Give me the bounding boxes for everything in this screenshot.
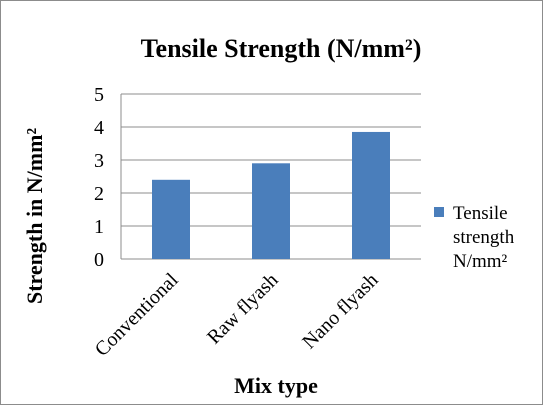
y-tick-label: 1 xyxy=(94,216,104,238)
y-tick-label: 2 xyxy=(94,183,104,205)
bar-raw-flyash xyxy=(252,163,290,259)
bars xyxy=(152,132,390,259)
legend-label-line: Tensile xyxy=(453,203,508,224)
y-axis-ticks: 0 1 2 3 4 5 xyxy=(94,84,104,271)
bar-nano-flyash xyxy=(352,132,390,259)
y-axis-title: Strength in N/mm² xyxy=(22,128,47,304)
legend-label: Tensile strength N/mm² xyxy=(453,203,515,272)
x-tick-label: Nano flyash xyxy=(298,269,382,353)
bar-conventional xyxy=(152,180,190,259)
y-tick-label: 4 xyxy=(94,117,104,139)
y-tick-label: 5 xyxy=(94,84,104,106)
x-axis-ticks: Conventional Raw flyash Nano flyash xyxy=(91,269,383,361)
legend-label-line: strength xyxy=(453,227,515,248)
y-tick-label: 3 xyxy=(94,150,104,172)
legend-label-line: N/mm² xyxy=(453,251,508,272)
x-axis-title: Mix type xyxy=(234,373,318,398)
legend: Tensile strength N/mm² xyxy=(434,203,515,272)
x-tick-label: Conventional xyxy=(91,269,183,361)
legend-swatch xyxy=(434,207,444,217)
x-tick-label: Raw flyash xyxy=(203,269,283,349)
chart-title: Tensile Strength (N/mm²) xyxy=(141,34,422,63)
y-tick-label: 0 xyxy=(94,249,104,271)
